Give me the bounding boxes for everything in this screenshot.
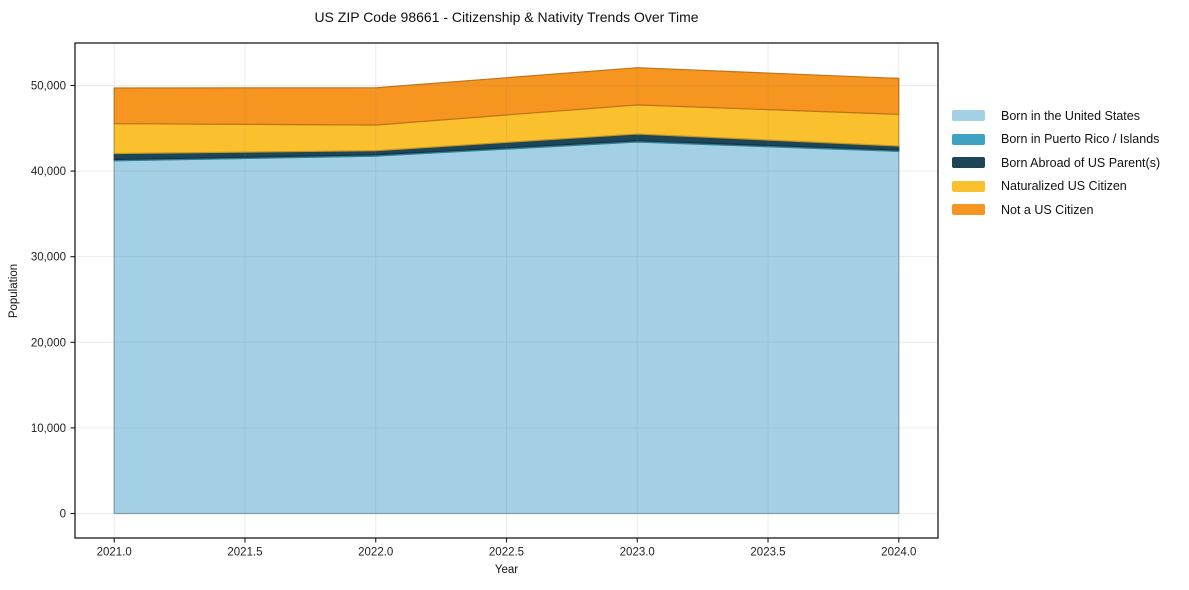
legend-item-label: Born Abroad of US Parent(s)	[1001, 155, 1161, 170]
chart-title: US ZIP Code 98661 - Citizenship & Nativi…	[314, 9, 699, 25]
legend-item: Born in the United States	[952, 104, 1160, 128]
legend-color-swatch	[952, 110, 985, 122]
legend-item: Not a US Citizen	[952, 198, 1160, 222]
x-tick-label: 2023.0	[620, 547, 655, 559]
x-tick-label: 2023.5	[750, 547, 785, 559]
x-tick-label: 2024.0	[881, 547, 916, 559]
x-tick-label: 2022.5	[489, 547, 524, 559]
legend-color-swatch	[952, 180, 985, 192]
x-axis-label: Year	[494, 564, 519, 576]
y-tick-label: 0	[60, 509, 66, 521]
area-series-4	[113, 67, 900, 126]
legend-item-label: Born in Puerto Rico / Islands	[1001, 132, 1160, 147]
x-tick-label: 2021.5	[227, 547, 262, 559]
legend-color-swatch	[952, 133, 985, 145]
x-tick-label: 2022.0	[358, 547, 393, 559]
legend-color-swatch	[952, 204, 985, 216]
legend: Born in the United States Born in Puerto …	[952, 104, 1160, 222]
y-tick-label: 30,000	[31, 252, 66, 264]
x-tick-label: 2021.0	[97, 547, 132, 559]
legend-item-label: Naturalized US Citizen	[1001, 179, 1127, 194]
legend-item-label: Born in the United States	[1001, 108, 1140, 123]
y-tick-label: 50,000	[31, 80, 66, 92]
y-tick-label: 10,000	[31, 423, 66, 435]
y-tick-label: 20,000	[31, 337, 66, 349]
legend-item: Born Abroad of US Parent(s)	[952, 151, 1160, 175]
legend-color-swatch	[952, 157, 985, 169]
legend-item: Born in Puerto Rico / Islands	[952, 128, 1160, 152]
legend-item-label: Not a US Citizen	[1001, 202, 1094, 217]
y-tick-label: 40,000	[31, 166, 66, 178]
legend-item: Naturalized US Citizen	[952, 175, 1160, 199]
